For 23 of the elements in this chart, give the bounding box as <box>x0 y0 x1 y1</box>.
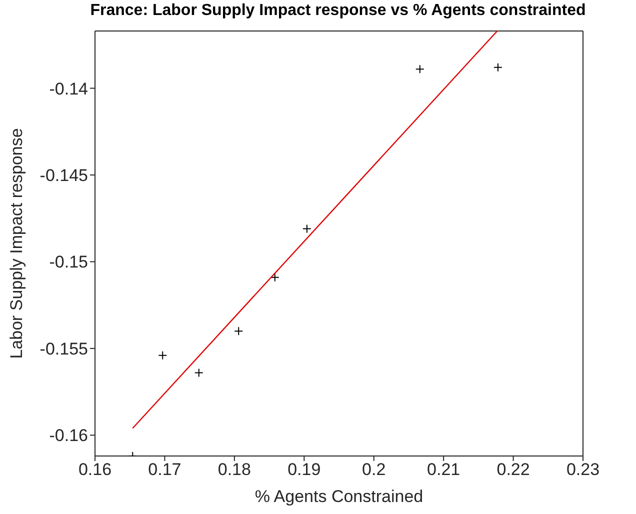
y-axis-title: Labor Supply Impact response <box>7 128 26 359</box>
y-tick-label: -0.155 <box>40 339 88 358</box>
point <box>234 326 244 336</box>
x-axis-title: % Agents Constrained <box>254 487 424 506</box>
point <box>158 350 168 360</box>
x-tick-label: 0.21 <box>427 460 460 480</box>
x-tick-label: 0.22 <box>496 460 530 480</box>
point <box>302 224 312 234</box>
point <box>194 368 204 378</box>
chart-title: France: Labor Supply Impact response vs % Agents constrainted <box>89 2 587 20</box>
x-tick-label: 0.16 <box>78 460 112 480</box>
y-tick-label: -0.15 <box>49 252 88 272</box>
point <box>270 272 280 282</box>
y-tick-label: -0.14 <box>49 79 88 98</box>
y-tick-label: -0.16 <box>49 426 88 446</box>
x-tick-label: 0.18 <box>218 460 251 480</box>
y-tick-label: -0.145 <box>40 166 88 186</box>
point <box>493 62 502 72</box>
x-tick-label: 0.19 <box>288 460 321 480</box>
x-tick-label: 0.23 <box>566 460 600 480</box>
x-tick-label: 0.17 <box>148 460 182 480</box>
point <box>415 64 424 74</box>
x-tick-label: 0.2 <box>362 460 386 480</box>
